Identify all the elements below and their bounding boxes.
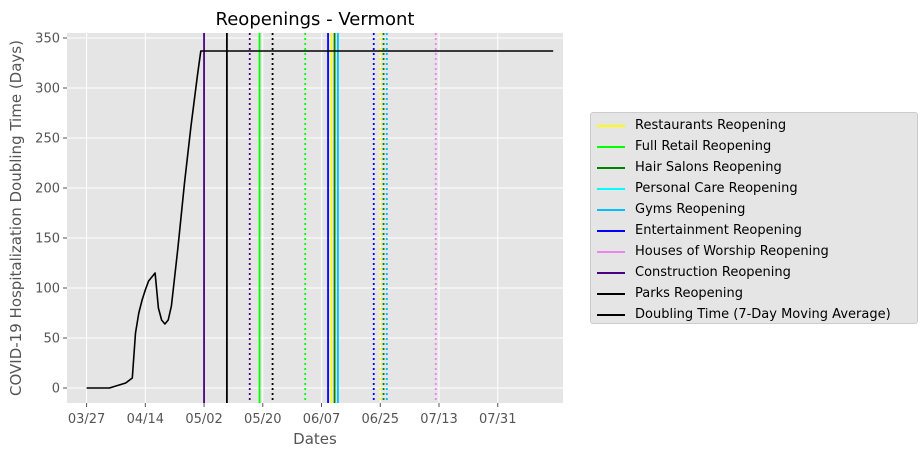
legend-swatch <box>597 229 625 232</box>
x-tick-label: 07/13 <box>420 412 457 427</box>
x-axis-label: Dates <box>293 430 337 448</box>
legend-swatch <box>597 124 625 127</box>
legend-item: Construction Reopening <box>591 262 917 283</box>
x-tick-label: 07/31 <box>479 412 516 427</box>
y-tick-label: 0 <box>52 382 60 397</box>
legend-swatch <box>597 250 625 253</box>
legend-label: Entertainment Reopening <box>635 223 802 238</box>
x-tick-label: 06/07 <box>303 412 340 427</box>
legend-label: Parks Reopening <box>635 286 743 301</box>
legend-item: Full Retail Reopening <box>591 136 917 157</box>
legend-item: Doubling Time (7-Day Moving Average) <box>591 304 917 325</box>
legend-swatch <box>597 166 625 169</box>
x-tick-label: 04/14 <box>127 412 164 427</box>
legend-swatch <box>597 208 625 211</box>
legend-label: Full Retail Reopening <box>635 139 772 154</box>
legend-label: Gyms Reopening <box>635 202 746 217</box>
doubling-time-line <box>86 50 554 389</box>
x-tick-label: 05/02 <box>185 412 222 427</box>
y-tick-label: 200 <box>35 182 60 197</box>
legend-item: Personal Care Reopening <box>591 178 917 199</box>
legend-swatch <box>597 313 625 316</box>
reopening-lines <box>203 33 437 403</box>
legend-label: Hair Salons Reopening <box>635 160 782 175</box>
y-tick-label: 150 <box>35 232 60 247</box>
legend-swatch <box>597 187 625 190</box>
legend-label: Houses of Worship Reopening <box>635 244 829 259</box>
legend-label: Construction Reopening <box>635 265 791 280</box>
legend-label: Doubling Time (7-Day Moving Average) <box>635 307 891 322</box>
x-tick-label: 05/20 <box>244 412 281 427</box>
y-axis-ticks: 0 50 100 150 200 250 300 350 <box>35 32 67 397</box>
legend: Restaurants Reopening Full Retail Reopeni… <box>590 112 918 324</box>
x-tick-label: 06/25 <box>362 412 399 427</box>
legend-swatch <box>597 271 625 274</box>
y-tick-label: 350 <box>35 32 60 47</box>
x-axis-ticks: 03/27 04/14 05/02 05/20 06/07 06/25 07/13 07/31 <box>68 403 516 427</box>
legend-item: Entertainment Reopening <box>591 220 917 241</box>
legend-item: Hair Salons Reopening <box>591 157 917 178</box>
legend-item: Houses of Worship Reopening <box>591 241 917 262</box>
legend-item: Restaurants Reopening <box>591 115 917 136</box>
y-axis-label: COVID-19 Hospitalization Doubling Time (… <box>7 40 25 396</box>
legend-item: Gyms Reopening <box>591 199 917 220</box>
legend-label: Personal Care Reopening <box>635 181 798 196</box>
plot-background <box>67 33 563 403</box>
y-tick-label: 300 <box>35 82 60 97</box>
series-lines <box>86 50 554 389</box>
legend-swatch <box>597 145 625 148</box>
y-tick-label: 50 <box>43 332 60 347</box>
x-tick-label: 03/27 <box>68 412 105 427</box>
legend-label: Restaurants Reopening <box>635 118 787 133</box>
chart-title: Reopenings - Vermont <box>216 9 415 30</box>
y-tick-label: 250 <box>35 132 60 147</box>
legend-swatch <box>597 292 625 295</box>
legend-item: Parks Reopening <box>591 283 917 304</box>
y-tick-label: 100 <box>35 282 60 297</box>
